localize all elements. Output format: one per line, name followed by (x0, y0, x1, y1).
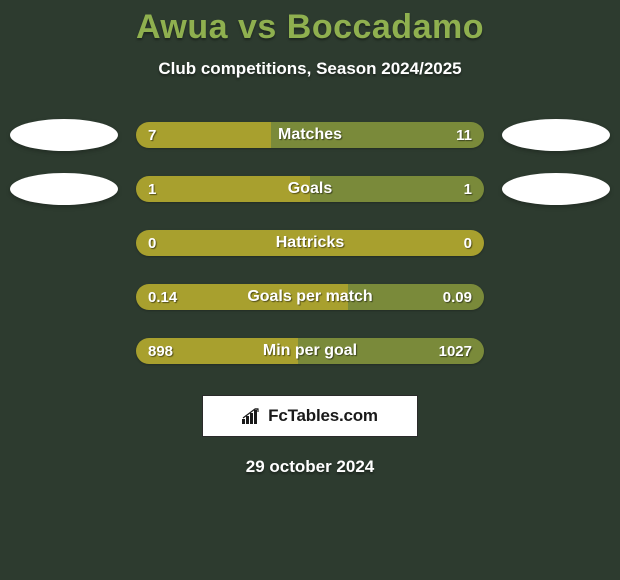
stats-list: 7 Matches 11 1 Goals 1 0 Hattr (0, 119, 620, 367)
date-text: 29 october 2024 (0, 457, 620, 477)
stat-value-right: 0.09 (443, 284, 472, 310)
player-left-marker (10, 119, 118, 151)
spacer (10, 227, 118, 259)
stat-label: Min per goal (136, 338, 484, 364)
stat-row: 1 Goals 1 (0, 173, 620, 205)
stat-bar-goals: 1 Goals 1 (136, 176, 484, 202)
stat-row: 0.14 Goals per match 0.09 (0, 281, 620, 313)
spacer (10, 281, 118, 313)
fctables-logo[interactable]: FcTables.com (202, 395, 418, 437)
stat-value-right: 0 (464, 230, 472, 256)
page-title: Awua vs Boccadamo (0, 8, 620, 47)
stat-label: Goals per match (136, 284, 484, 310)
spacer (502, 335, 610, 367)
chart-bars-icon (242, 408, 262, 424)
player-right-marker (502, 119, 610, 151)
player-right-marker (502, 173, 610, 205)
spacer (502, 227, 610, 259)
logo-text: FcTables.com (268, 406, 378, 426)
comparison-container: Awua vs Boccadamo Club competitions, Sea… (0, 0, 620, 477)
spacer (502, 281, 610, 313)
stat-label: Matches (136, 122, 484, 148)
spacer (10, 335, 118, 367)
subtitle: Club competitions, Season 2024/2025 (0, 59, 620, 79)
stat-row: 898 Min per goal 1027 (0, 335, 620, 367)
stat-row: 0 Hattricks 0 (0, 227, 620, 259)
stat-bar-matches: 7 Matches 11 (136, 122, 484, 148)
stat-value-right: 11 (456, 122, 472, 148)
stat-value-right: 1 (464, 176, 472, 202)
stat-value-right: 1027 (439, 338, 472, 364)
stat-bar-goals-per-match: 0.14 Goals per match 0.09 (136, 284, 484, 310)
stat-label: Goals (136, 176, 484, 202)
stat-bar-min-per-goal: 898 Min per goal 1027 (136, 338, 484, 364)
stat-row: 7 Matches 11 (0, 119, 620, 151)
stat-label: Hattricks (136, 230, 484, 256)
player-left-marker (10, 173, 118, 205)
stat-bar-hattricks: 0 Hattricks 0 (136, 230, 484, 256)
